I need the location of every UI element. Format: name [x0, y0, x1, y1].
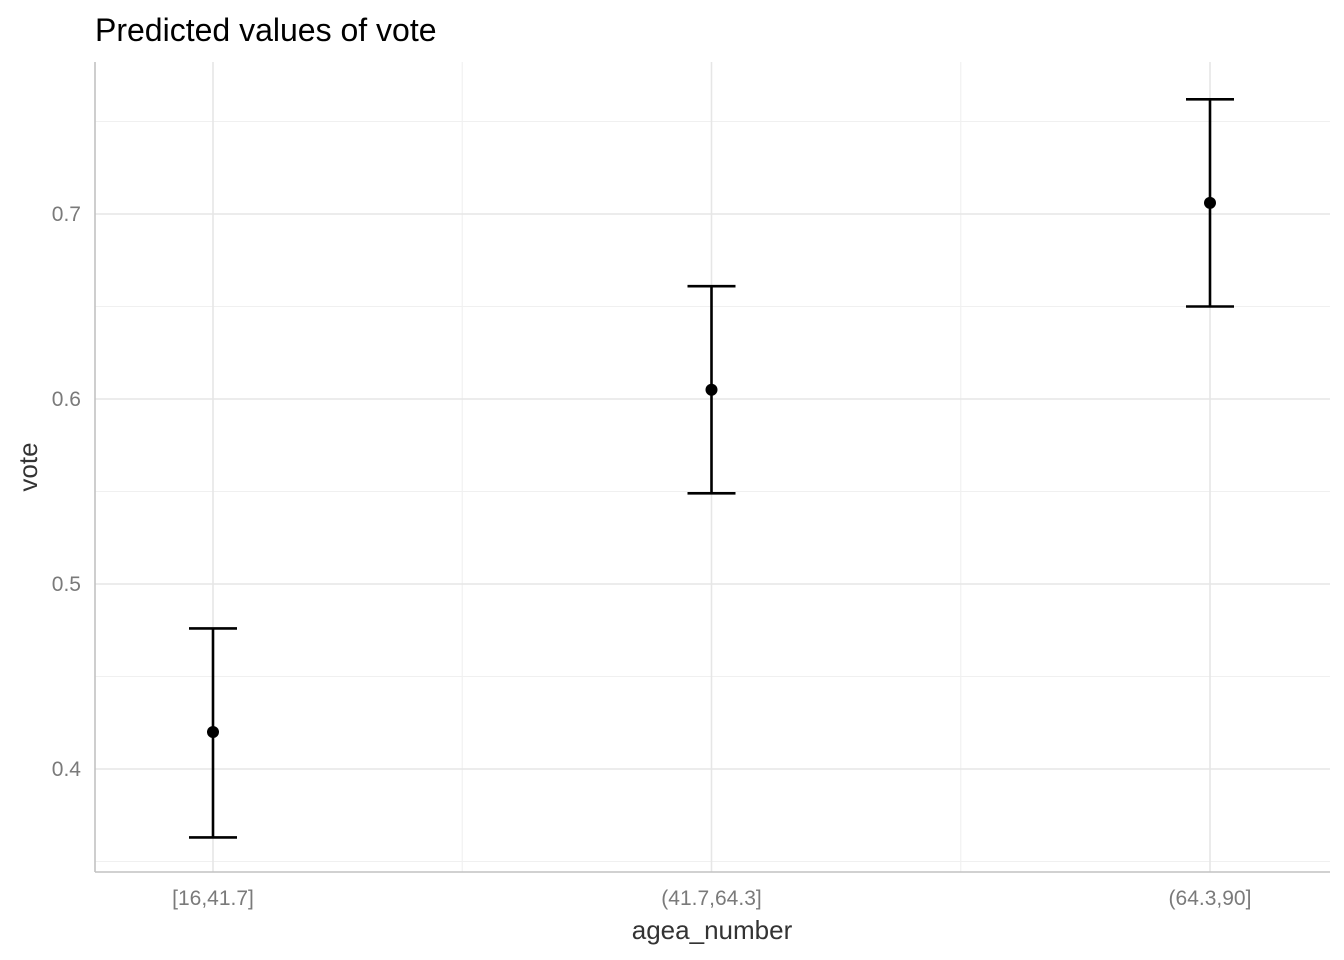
data-point — [207, 726, 219, 738]
y-tick-label: 0.4 — [52, 758, 82, 781]
y-tick-label: 0.5 — [52, 573, 81, 596]
x-tick-label: (64.3,90] — [1169, 887, 1252, 910]
x-axis-label: agea_number — [632, 915, 793, 945]
data-marks — [189, 98, 1234, 839]
x-axis-ticks: [16,41.7] (41.7,64.3] (64.3,90] — [172, 887, 1251, 910]
y-axis-label: vote — [13, 442, 43, 491]
y-axis-ticks: 0.4 0.5 0.6 0.7 — [52, 203, 82, 781]
x-tick-label: [16,41.7] — [172, 887, 254, 910]
data-point — [1204, 196, 1216, 209]
y-tick-label: 0.7 — [52, 203, 81, 226]
data-point — [705, 383, 718, 396]
chart-title: Predicted values of vote — [95, 12, 437, 48]
x-tick-label: (41.7,64.3] — [661, 887, 761, 910]
y-tick-label: 0.6 — [52, 388, 81, 411]
